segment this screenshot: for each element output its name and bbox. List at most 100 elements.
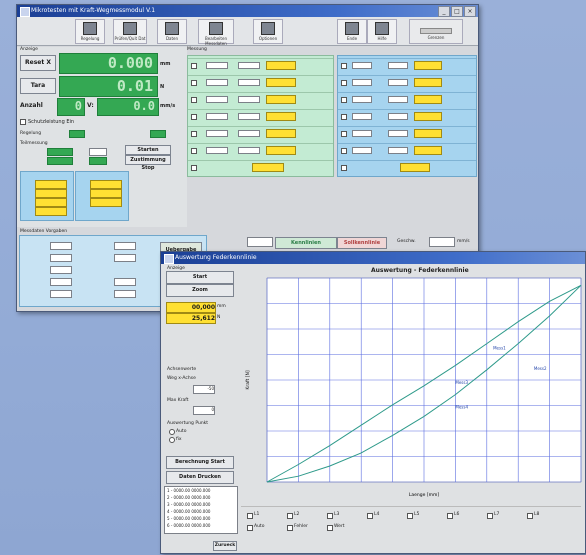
table-cell[interactable] bbox=[35, 198, 67, 207]
vorgabe-field[interactable] bbox=[114, 242, 136, 250]
toolbar-button-pruefen[interactable]: Prüfen/Quit Dat bbox=[113, 19, 147, 44]
sollkennlinie-button[interactable]: Sollkennlinie bbox=[337, 237, 387, 249]
series-checkbox[interactable] bbox=[327, 513, 333, 519]
vorgabe-field[interactable] bbox=[114, 254, 136, 262]
max-kraft-field[interactable]: 0 bbox=[193, 406, 215, 415]
row-checkbox[interactable] bbox=[341, 63, 347, 69]
row-field[interactable] bbox=[238, 147, 260, 154]
row-field[interactable] bbox=[352, 113, 372, 120]
row-checkbox[interactable] bbox=[191, 165, 197, 171]
row-value[interactable] bbox=[414, 78, 442, 87]
row-value[interactable] bbox=[266, 95, 296, 104]
row-value[interactable] bbox=[266, 129, 296, 138]
toolbar-button-ende[interactable]: Ende bbox=[337, 19, 367, 44]
reset-x-button[interactable]: Reset X bbox=[20, 55, 56, 71]
series-checkbox[interactable] bbox=[327, 525, 333, 531]
vorgabe-field[interactable] bbox=[114, 278, 136, 286]
start-button[interactable]: Start bbox=[166, 271, 234, 284]
row-checkbox[interactable] bbox=[341, 97, 347, 103]
row-checkbox[interactable] bbox=[341, 131, 347, 137]
toolbar-button-daten[interactable]: Daten bbox=[157, 19, 187, 44]
close-button[interactable]: × bbox=[464, 6, 476, 17]
row-value[interactable] bbox=[400, 163, 430, 172]
bottom-field[interactable] bbox=[247, 237, 273, 247]
teil-field[interactable] bbox=[89, 148, 107, 156]
toolbar-button-optionen[interactable]: Optionen bbox=[253, 19, 283, 44]
tara-button[interactable]: Tara bbox=[20, 78, 56, 94]
berechnung-button[interactable]: Berechnung Start bbox=[166, 456, 234, 469]
row-field[interactable] bbox=[206, 130, 228, 137]
vorgabe-field[interactable] bbox=[50, 266, 72, 274]
row-field[interactable] bbox=[206, 147, 228, 154]
vorgabe-field[interactable] bbox=[114, 290, 136, 298]
row-value[interactable] bbox=[266, 112, 296, 121]
vorgabe-field[interactable] bbox=[50, 254, 72, 262]
table-cell[interactable] bbox=[90, 198, 122, 207]
row-checkbox[interactable] bbox=[341, 114, 347, 120]
toolbar-button-bearbeiten[interactable]: Bearbeiten Messdaten bbox=[198, 19, 234, 46]
vorgabe-field[interactable] bbox=[50, 278, 72, 286]
row-value[interactable] bbox=[414, 95, 442, 104]
row-checkbox[interactable] bbox=[191, 131, 197, 137]
series-checkbox[interactable] bbox=[247, 525, 253, 531]
series-checkbox[interactable] bbox=[287, 525, 293, 531]
series-checkbox[interactable] bbox=[447, 513, 453, 519]
radio-auto[interactable] bbox=[169, 429, 175, 435]
vorgabe-field[interactable] bbox=[50, 242, 72, 250]
table-cell[interactable] bbox=[90, 180, 122, 189]
row-field[interactable] bbox=[352, 130, 372, 137]
results-list[interactable]: 1 - 0000.00 0000.000 2 - 0000.00 0000.00… bbox=[164, 486, 238, 534]
row-checkbox[interactable] bbox=[191, 114, 197, 120]
speed-field[interactable] bbox=[429, 237, 455, 247]
xaxis-field[interactable]: -50 bbox=[193, 385, 215, 394]
vorgabe-field[interactable] bbox=[50, 290, 72, 298]
row-field[interactable] bbox=[352, 147, 372, 154]
row-field[interactable] bbox=[352, 96, 372, 103]
table-cell[interactable] bbox=[35, 189, 67, 198]
row-checkbox[interactable] bbox=[341, 80, 347, 86]
row-field[interactable] bbox=[388, 147, 408, 154]
row-value[interactable] bbox=[414, 129, 442, 138]
table-cell[interactable] bbox=[35, 207, 67, 216]
row-field[interactable] bbox=[238, 130, 260, 137]
start-button[interactable]: Starten bbox=[125, 145, 171, 155]
row-field[interactable] bbox=[388, 130, 408, 137]
row-field[interactable] bbox=[238, 79, 260, 86]
row-field[interactable] bbox=[206, 79, 228, 86]
row-field[interactable] bbox=[206, 62, 228, 69]
kennlinien-button[interactable]: Kennlinien bbox=[275, 237, 337, 249]
row-checkbox[interactable] bbox=[191, 80, 197, 86]
row-value[interactable] bbox=[414, 112, 442, 121]
row-checkbox[interactable] bbox=[191, 97, 197, 103]
row-field[interactable] bbox=[206, 96, 228, 103]
series-checkbox[interactable] bbox=[287, 513, 293, 519]
row-field[interactable] bbox=[388, 96, 408, 103]
row-checkbox[interactable] bbox=[341, 148, 347, 154]
row-checkbox[interactable] bbox=[191, 63, 197, 69]
row-field[interactable] bbox=[206, 113, 228, 120]
series-checkbox[interactable] bbox=[367, 513, 373, 519]
row-value[interactable] bbox=[414, 61, 442, 70]
zoom-button[interactable]: Zoom bbox=[166, 284, 234, 297]
row-value[interactable] bbox=[266, 146, 296, 155]
table-cell[interactable] bbox=[90, 189, 122, 198]
row-field[interactable] bbox=[352, 79, 372, 86]
row-field[interactable] bbox=[238, 62, 260, 69]
row-field[interactable] bbox=[352, 62, 372, 69]
row-checkbox[interactable] bbox=[191, 148, 197, 154]
row-value[interactable] bbox=[266, 78, 296, 87]
row-value[interactable] bbox=[266, 61, 296, 70]
row-checkbox[interactable] bbox=[341, 165, 347, 171]
schutz-checkbox[interactable] bbox=[20, 119, 26, 125]
row-field[interactable] bbox=[238, 96, 260, 103]
row-field[interactable] bbox=[388, 79, 408, 86]
table-cell[interactable] bbox=[35, 180, 67, 189]
maximize-button[interactable]: □ bbox=[451, 6, 463, 17]
minimize-button[interactable]: _ bbox=[438, 6, 450, 17]
toolbar-button-regelung[interactable]: Regelung bbox=[75, 19, 105, 44]
series-checkbox[interactable] bbox=[407, 513, 413, 519]
series-checkbox[interactable] bbox=[247, 513, 253, 519]
toolbar-button-grenzen[interactable]: Grenzen bbox=[409, 19, 463, 44]
row-field[interactable] bbox=[238, 113, 260, 120]
zurueck-button[interactable]: Zurueck bbox=[213, 541, 237, 551]
